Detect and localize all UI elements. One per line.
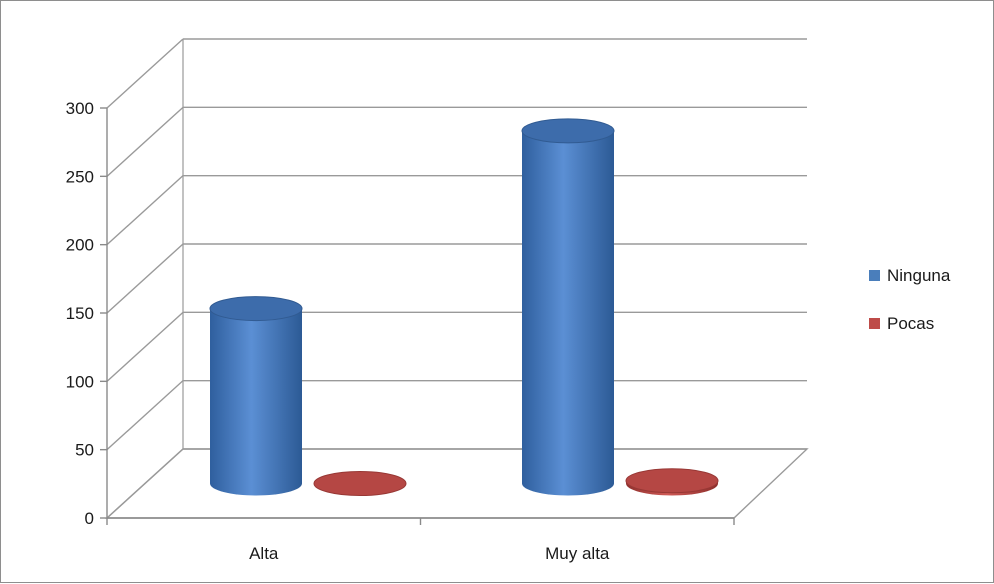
bars: [209, 118, 719, 496]
legend-swatch: [869, 270, 880, 281]
bar-cylinder: [521, 118, 615, 496]
bar-top: [209, 296, 303, 322]
bar-top: [313, 471, 407, 496]
y-tick-label: 0: [85, 509, 94, 528]
x-axis: Alta Muy alta: [106, 517, 735, 563]
gridline: [106, 106, 807, 177]
y-tick-label: 50: [75, 441, 94, 460]
y-tick-label: 200: [66, 236, 94, 255]
x-category-label: Muy alta: [545, 544, 610, 563]
y-tick-label: 300: [66, 99, 94, 118]
legend-entry: Ninguna: [869, 266, 951, 285]
x-category-label: Alta: [249, 544, 279, 563]
legend-swatch: [869, 318, 880, 329]
legend-label: Ninguna: [887, 266, 951, 285]
legend: Ninguna Pocas: [869, 266, 951, 333]
gridline: [106, 174, 807, 246]
gridline: [106, 38, 807, 109]
gridline: [106, 243, 807, 314]
bar-top: [521, 118, 615, 144]
bar-cylinder: [625, 468, 719, 496]
y-axis: 0 50 100 150 200 250 300: [66, 99, 108, 528]
bar-cylinder: [209, 296, 303, 496]
legend-entry: Pocas: [869, 314, 934, 333]
bar-top: [625, 468, 719, 494]
legend-label: Pocas: [887, 314, 934, 333]
bar-cylinder: [313, 471, 407, 496]
y-tick-label: 250: [66, 167, 94, 186]
y-tick-label: 150: [66, 304, 94, 323]
y-tick-label: 100: [66, 372, 94, 391]
